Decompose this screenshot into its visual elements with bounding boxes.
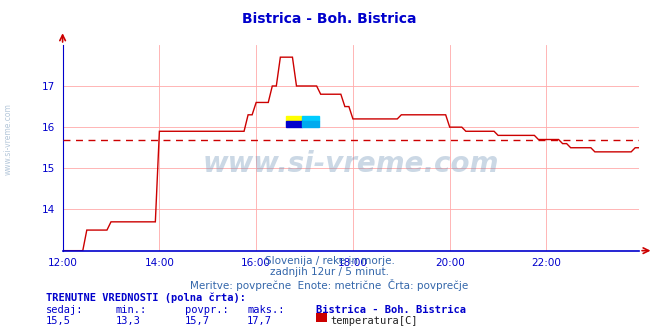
Text: Bistrica - Boh. Bistrica: Bistrica - Boh. Bistrica — [316, 305, 467, 315]
Text: 15,7: 15,7 — [185, 316, 210, 326]
Text: Slovenija / reke in morje.: Slovenija / reke in morje. — [264, 256, 395, 266]
Text: 15,5: 15,5 — [46, 316, 71, 326]
Text: TRENUTNE VREDNOSTI (polna črta):: TRENUTNE VREDNOSTI (polna črta): — [46, 293, 246, 303]
Text: povpr.:: povpr.: — [185, 305, 228, 315]
Bar — [287, 116, 302, 122]
Text: maks.:: maks.: — [247, 305, 285, 315]
Text: sedaj:: sedaj: — [46, 305, 84, 315]
Text: Meritve: povprečne  Enote: metrične  Črta: povprečje: Meritve: povprečne Enote: metrične Črta:… — [190, 279, 469, 291]
Text: min.:: min.: — [115, 305, 146, 315]
Text: 17,7: 17,7 — [247, 316, 272, 326]
Text: www.si-vreme.com: www.si-vreme.com — [203, 150, 499, 178]
Bar — [287, 122, 302, 127]
Text: temperatura[C]: temperatura[C] — [331, 316, 418, 326]
Bar — [302, 122, 319, 127]
Text: Bistrica - Boh. Bistrica: Bistrica - Boh. Bistrica — [243, 12, 416, 26]
Text: 13,3: 13,3 — [115, 316, 140, 326]
Text: zadnjih 12ur / 5 minut.: zadnjih 12ur / 5 minut. — [270, 267, 389, 277]
Text: www.si-vreme.com: www.si-vreme.com — [3, 104, 13, 175]
Bar — [302, 116, 319, 122]
